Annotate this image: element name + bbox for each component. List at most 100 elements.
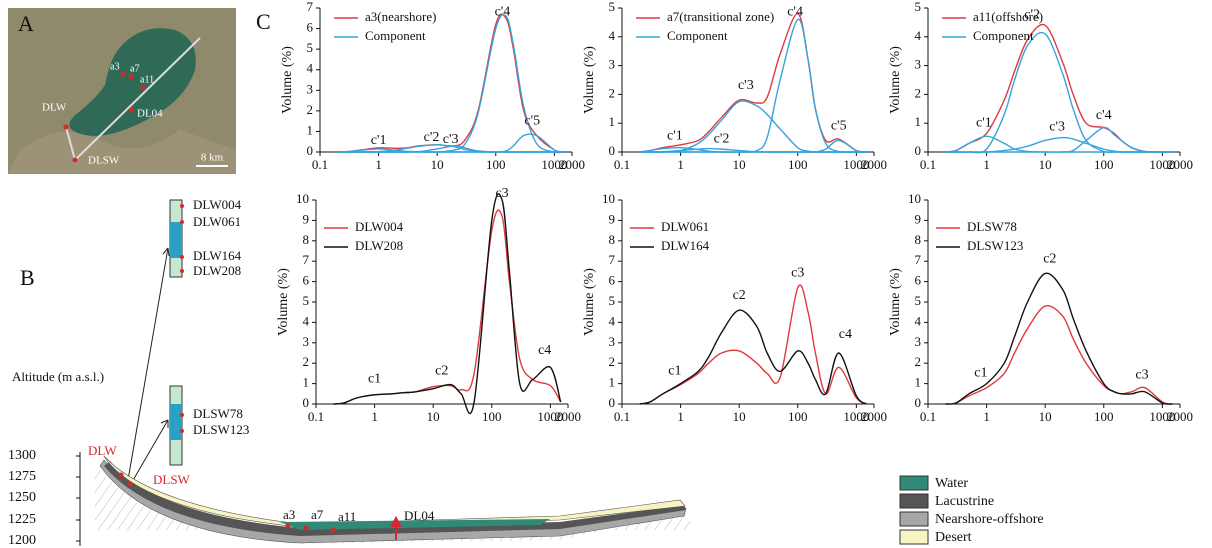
x-tick-label: 10 [1039,157,1052,172]
peak-label: c'3 [443,132,459,147]
x-tick-label: 0.1 [308,409,324,424]
y-axis-label: Volume (%) [888,268,903,336]
y-tick-label: 3 [915,57,922,72]
y-tick-label: 4 [609,28,616,43]
x-tick-label: 1 [677,409,684,424]
x-tick-label: 1 [983,409,990,424]
x-tick-label: 0.1 [920,157,936,172]
peak-label: c'1 [371,133,387,148]
peak-label: c'3 [738,78,754,93]
core-label: DLSW123 [193,422,249,437]
site-marker [303,525,309,531]
legend-label: a3(nearshore) [365,9,436,24]
legend-label: Component [365,28,426,43]
y-tick-label: 4 [915,28,922,43]
peak-label: c1 [668,364,681,379]
legend-swatch [899,511,929,527]
arrow-head [160,419,169,428]
y-tick-label: 7 [303,252,310,267]
site-label: a3 [110,61,119,72]
y-tick-label: 5 [915,0,922,14]
y-tick-label: 1 [609,114,616,129]
peak-label: c3 [495,186,508,201]
y-tick-label: 4 [303,313,310,328]
site-label: a7 [311,507,324,522]
y-tick-label: 2 [609,354,616,369]
section-legend: Water Lacustrine Nearshore-offshore Dese… [899,475,1044,545]
x-tick-label: 1 [375,157,382,172]
peak-label: c'5 [831,118,847,133]
axis-label: Altitude (m a.s.l.) [12,369,104,384]
panel-label: C [256,9,271,34]
x-tick-label: 1000 [843,157,869,172]
y-tick-label: 0 [609,143,616,158]
site-label: DLSW [88,155,120,167]
site-label: a11 [338,509,356,524]
y-tick-label: 2 [609,85,616,100]
y-tick-label: 9 [609,211,616,226]
site-label: a11 [140,74,154,85]
legend-label: Component [973,28,1034,43]
legend-swatch [899,529,929,545]
peak-label: c1 [368,372,381,387]
y-tick-label: 3 [609,57,616,72]
y-tick-label: 10 [296,191,309,206]
core-label: DLW061 [193,214,241,229]
y-tick-label: 8 [915,232,922,247]
site-marker [72,157,78,163]
x-tick-label: 2000 [559,157,585,172]
map-panel: A a3 a7 a11 DL04 DLW DLSW 8 km [8,8,236,174]
sample-marker [180,413,184,417]
site-label: DLSW [153,472,191,487]
peak-label: c'4 [787,5,803,20]
core-section [170,222,182,258]
peak-label: c'2 [424,130,440,145]
peak-label: c'2 [1024,7,1040,22]
y-tick-label: 0 [303,395,310,410]
altitude-tick: 1250 [8,490,36,505]
x-tick-label: 10 [733,409,746,424]
site-marker [63,124,69,130]
y-tick-label: 5 [609,0,616,14]
y-tick-label: 4 [915,313,922,328]
sample-marker [180,269,184,273]
x-tick-label: 0.1 [614,157,630,172]
panel-label: B [20,265,35,290]
y-axis-label: Volume (%) [276,268,291,336]
peak-label: c1 [974,366,987,381]
x-tick-label: 100 [1094,409,1114,424]
peak-label: c'5 [524,113,540,128]
site-label: a3 [283,507,295,522]
water [280,519,550,530]
site-label: DLW [88,443,117,458]
y-axis-label: Volume (%) [582,268,597,336]
site-label: a7 [130,63,139,74]
component-line [945,126,1173,153]
legend-swatch [899,475,929,491]
series-line [639,13,867,153]
x-tick-label: 1 [371,409,378,424]
peak-label: c'1 [976,115,992,130]
x-tick-label: 1000 [537,409,563,424]
component-line [639,139,867,153]
terrain [8,130,236,174]
site-marker [128,74,134,80]
peak-label: c2 [435,364,448,379]
transect [74,37,201,161]
series-line [337,13,565,153]
scale-label: 8 km [201,152,224,164]
y-tick-label: 1 [307,122,314,137]
panel-label: A [18,11,34,36]
y-tick-label: 2 [915,354,922,369]
x-tick-label: 10 [733,157,746,172]
x-tick-label: 100 [788,157,808,172]
x-tick-label: 0.1 [312,157,328,172]
y-tick-label: 0 [915,395,922,410]
desert [103,455,686,528]
y-tick-label: 4 [307,61,314,76]
y-tick-label: 7 [307,0,314,14]
legend-label: DLW061 [661,219,709,234]
y-tick-label: 3 [307,81,314,96]
x-tick-label: 100 [1094,157,1114,172]
peak-label: c3 [1135,368,1148,383]
